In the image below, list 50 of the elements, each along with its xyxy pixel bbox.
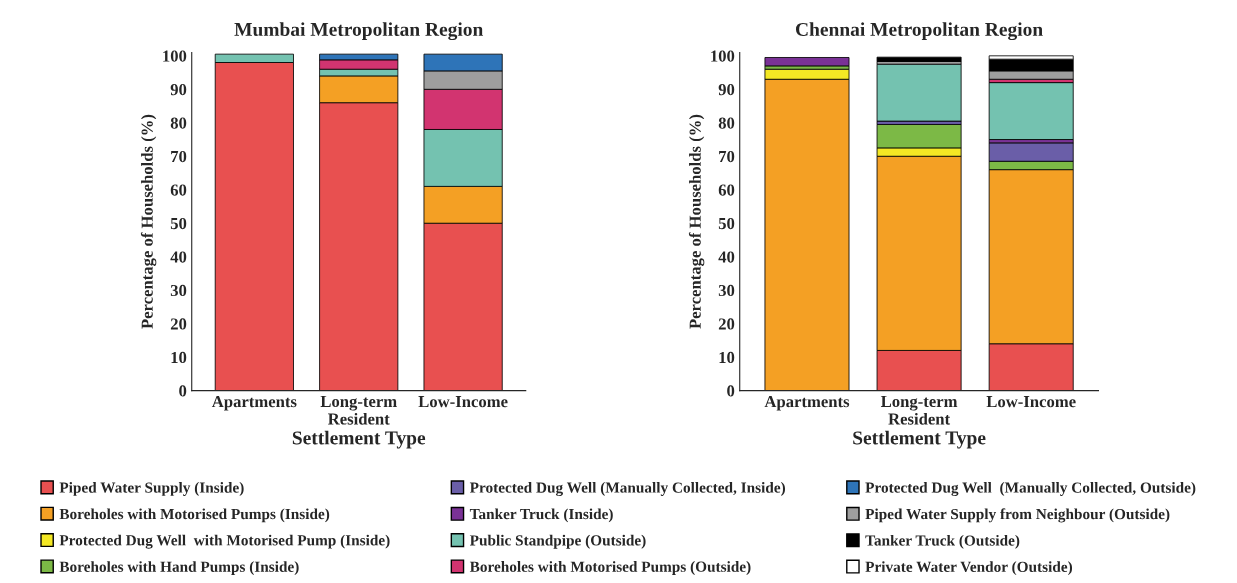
legend-label: Protected Dug Well (Manually Collected, Outside) [865, 482, 1196, 496]
x-axis-title: Settlement Type [292, 430, 426, 449]
y-tick-label: 80 [170, 117, 187, 129]
y-tick-label: 50 [718, 217, 735, 230]
legend-label: Boreholes with Hand Pumps (Inside) [59, 561, 299, 575]
y-tick-label: 90 [718, 84, 735, 96]
chart-title: Mumbai Metropolitan Region [234, 22, 484, 41]
legend-label: Tanker Truck (Outside) [865, 534, 1020, 549]
y-tick-label: 20 [170, 318, 187, 330]
x-tick-label: Long-term Resident [320, 395, 397, 425]
y-tick-label: 70 [719, 150, 735, 163]
legend-label: Protected Dug Well with Motorised Pump (Inside) [59, 534, 390, 549]
legend-label: Private Water Vendor (Outside) [865, 561, 1073, 576]
y-tick-label: 40 [718, 251, 735, 263]
y-tick-label: 60 [718, 184, 735, 196]
y-axis-title: Percentage of Households (%) [688, 114, 705, 329]
y-tick-label: 10 [719, 351, 735, 364]
y-tick-label: 90 [170, 84, 187, 96]
legend-label: Public Standpipe (Outside) [469, 534, 646, 549]
legend-label: Protected Dug Well (Manually Collected, Inside) [469, 482, 786, 496]
y-tick-label: 60 [170, 184, 187, 196]
y-tick-label: 0 [727, 385, 735, 397]
chart-title: Chennai Metropolitan Region [795, 22, 1043, 41]
bar [988, 82, 1074, 140]
x-tick-label: Apartments [764, 396, 850, 411]
y-tick-label: 0 [179, 385, 187, 397]
y-tick-label: 100 [163, 50, 187, 62]
x-tick-label: Low-Income [986, 396, 1076, 408]
y-tick-label: 40 [170, 251, 187, 263]
bar [876, 63, 962, 122]
y-tick-label: 70 [171, 150, 187, 163]
y-tick-label: 100 [711, 50, 735, 62]
legend-label: Tanker Truck (Inside) [469, 508, 613, 523]
bar [876, 56, 962, 62]
legend-label: Piped Water Supply (Inside) [59, 482, 244, 496]
legend-label: Boreholes with Motorised Pumps (Inside) [59, 508, 330, 523]
x-tick-label: Apartments [211, 396, 297, 411]
legend-label: Piped Water Supply from Neighbour (Outside) [865, 508, 1170, 523]
legend-label: Boreholes with Motorised Pumps (Outside) [469, 561, 751, 575]
y-tick-label: 50 [170, 217, 187, 230]
y-tick-label: 10 [171, 351, 187, 364]
x-tick-label: Low-Income [418, 396, 508, 408]
y-tick-label: 80 [718, 117, 735, 129]
y-tick-label: 30 [718, 284, 735, 297]
x-tick-label: Long-term Resident [880, 395, 958, 425]
bar [764, 57, 850, 67]
y-tick-label: 20 [718, 318, 735, 330]
x-axis-title: Settlement Type [853, 430, 986, 449]
y-tick-label: 30 [170, 284, 187, 297]
y-axis-title: Percentage of Households (%) [140, 114, 157, 329]
